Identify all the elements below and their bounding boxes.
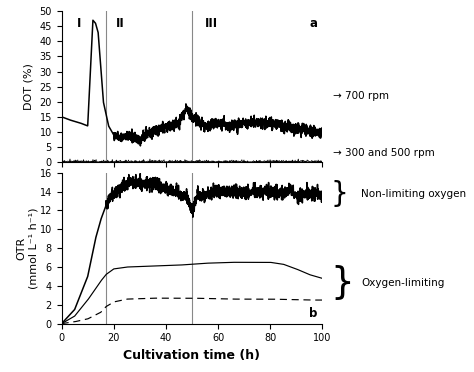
- Text: }: }: [330, 265, 354, 301]
- Text: }: }: [330, 180, 348, 208]
- Text: II: II: [117, 17, 125, 30]
- Text: b: b: [309, 307, 317, 320]
- Text: → 700 rpm: → 700 rpm: [333, 91, 389, 101]
- Text: → 300 and 500 rpm: → 300 and 500 rpm: [333, 148, 435, 158]
- Text: III: III: [205, 17, 218, 30]
- Y-axis label: OTR
(mmol L⁻¹ h⁻¹): OTR (mmol L⁻¹ h⁻¹): [17, 208, 38, 289]
- Text: Non-limiting oxygen: Non-limiting oxygen: [361, 189, 466, 199]
- Text: I: I: [77, 17, 82, 30]
- Text: Oxygen-limiting: Oxygen-limiting: [361, 278, 445, 288]
- X-axis label: Cultivation time (h): Cultivation time (h): [123, 349, 261, 362]
- Text: a: a: [309, 17, 317, 30]
- Y-axis label: DOT (%): DOT (%): [24, 63, 34, 110]
